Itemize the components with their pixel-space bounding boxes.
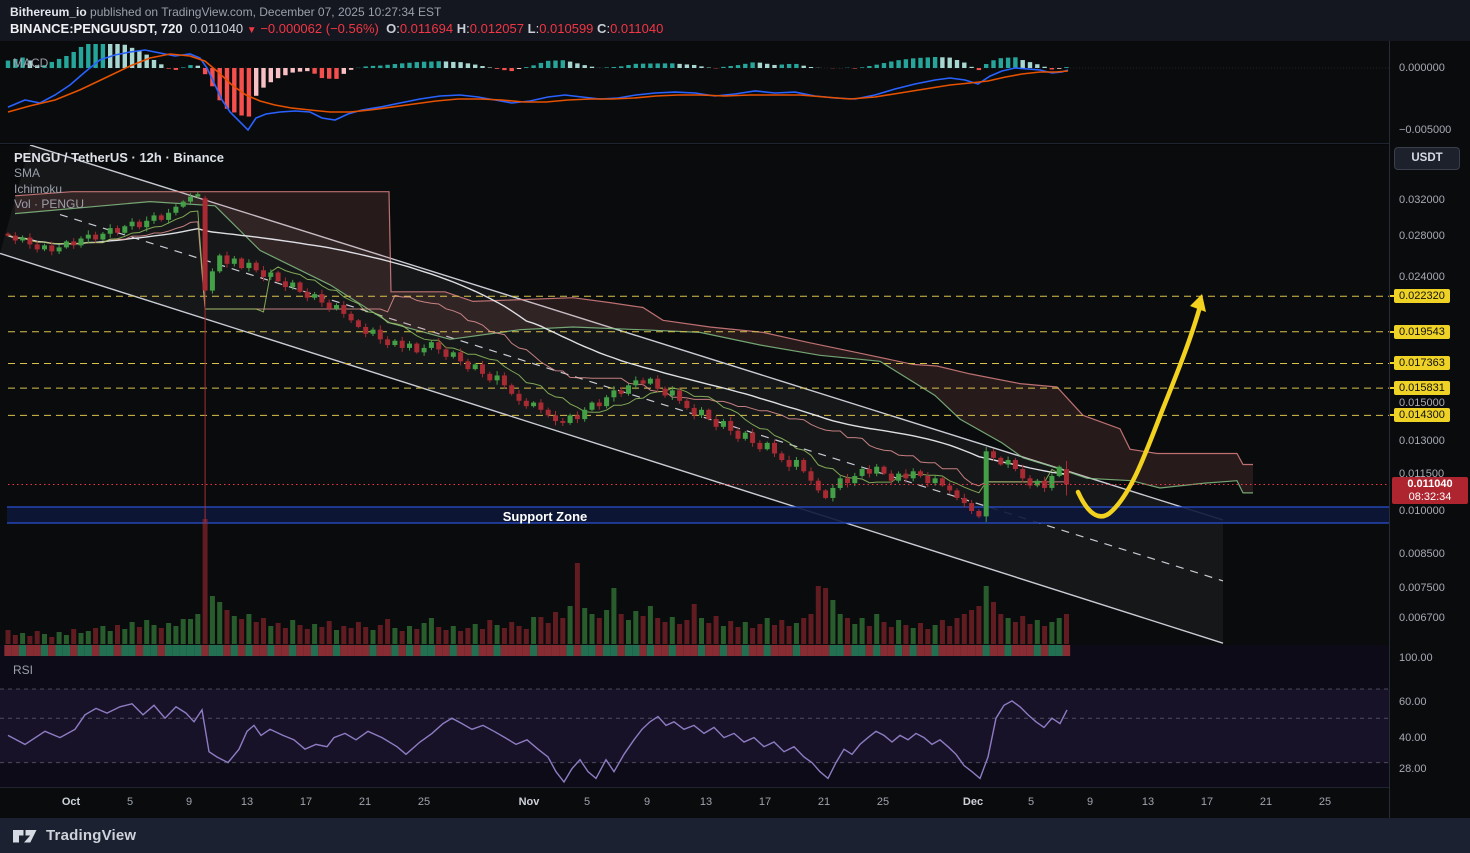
time-axis[interactable]: Oct 5 9 13 17 21 25 Nov 5 9 13 17 21 25 Dec 5 9 13 17 21 25 [0,787,1470,818]
legend-ichimoku[interactable]: Ichimoku [14,181,63,196]
rsi-scale-label: 100.00 [1399,652,1433,664]
time-axis-label: 13 [699,796,713,808]
yellow-level-tick [1390,295,1395,298]
currency-toggle-button[interactable]: USDT [1394,147,1460,170]
price-scale-label: 0.013000 [1399,434,1445,447]
close-label: C [597,21,607,36]
current-price-value: 0.011040 [1407,478,1453,491]
time-axis-month-label: Dec [962,796,984,808]
time-axis-label: 5 [126,796,134,808]
macd-scale-label: −0.005000 [1399,124,1452,136]
open-label: O [386,21,397,36]
yellow-level-tick [1390,387,1395,390]
bar-countdown: 08:32:34 [1408,491,1452,504]
last-price: 0.011040 [189,21,244,36]
time-axis-month-label: Nov [518,796,540,808]
price-scale-label: 0.011500 [1399,467,1445,480]
rsi-legend[interactable]: RSI [13,663,34,677]
time-axis-label: 9 [643,796,651,808]
price-scale-label: 0.032000 [1399,193,1445,206]
legend-sma[interactable]: SMA [14,166,41,180]
current-price-label: 0.011040 08:32:34 [1392,477,1468,505]
symbol-ohlc-row: BINANCE:PENGUUSDT, 720 0.011040 ▼ −0.000… [10,21,664,36]
price-scale-label: 0.007500 [1399,581,1445,594]
rsi-scale-label: 40.00 [1399,731,1427,744]
publish-text: published on TradingView.com, December 0… [86,5,442,19]
time-axis-label: 17 [1200,796,1214,808]
rsi-scale-label: 28.00 [1399,762,1427,775]
price-scale-label: 0.028000 [1399,229,1445,242]
price-scale[interactable]: USDT 0.011040 08:32:34 0.000000 −0.005000… [1389,41,1470,818]
down-triangle-icon: ▼ [246,25,257,36]
macd-legend[interactable]: MACD [13,56,49,70]
legend-symbol-title[interactable]: PENGU / TetherUS · 12h · Binance [14,150,224,165]
time-axis-label: 25 [876,796,890,808]
time-axis-label: 17 [758,796,772,808]
symbol-name[interactable]: BINANCE:PENGUUSDT, 720 [10,21,183,36]
high-value: 0.012057 [469,21,524,36]
price-scale-label: 0.006700 [1399,612,1445,625]
time-axis-label: 25 [1318,796,1332,808]
price-change: −0.000062 (−0.56%) [260,21,379,36]
price-scale-label: 0.008500 [1399,548,1445,561]
price-scale-label: 0.010000 [1399,505,1445,517]
legend-volume[interactable]: Vol · PENGU [14,197,85,211]
time-axis-label: 21 [1259,796,1273,808]
rsi-scale-label: 60.00 [1399,696,1427,709]
time-axis-label: 13 [1141,796,1155,808]
yellow-level-tick [1390,414,1395,417]
time-axis-label: 25 [417,796,431,808]
yellow-level-label: 0.022320 [1394,289,1450,304]
tradingview-logo-icon[interactable] [12,827,38,845]
yellow-level-tick [1390,330,1395,333]
price-scale-label: 0.015000 [1399,396,1445,409]
footer-bar: TradingView [0,818,1470,853]
close-value: 0.011040 [610,21,664,36]
macd-scale-label: 0.000000 [1399,62,1445,74]
low-value: 0.010599 [539,21,594,36]
low-label: L [527,21,536,36]
time-axis-label: 13 [240,796,254,808]
yellow-level-label: 0.017363 [1394,356,1450,371]
high-label: H [456,21,467,36]
time-axis-label: 21 [817,796,831,808]
open-value: 0.011694 [399,21,454,36]
time-axis-label: 5 [1027,796,1035,808]
yellow-level-label: 0.015831 [1394,381,1450,396]
time-axis-label: 21 [358,796,372,808]
yellow-level-label: 0.019543 [1394,324,1450,339]
publish-line: Bithereum_io published on TradingView.co… [10,4,1470,20]
username-link[interactable]: Bithereum_io [10,5,87,19]
time-axis-label: 5 [583,796,591,808]
yellow-level-label: 0.014300 [1394,408,1450,423]
top-info-bar: Bithereum_io published on TradingView.co… [0,0,1470,41]
tradingview-brand[interactable]: TradingView [46,827,137,844]
time-axis-month-label: Oct [61,796,81,808]
main-chart-legend: PENGU / TetherUS · 12h · Binance SMA Ich… [14,149,224,213]
time-axis-label: 17 [299,796,313,808]
support-zone-label: Support Zone [502,509,588,524]
time-axis-label: 9 [185,796,193,808]
price-scale-label: 0.024000 [1399,270,1445,283]
time-axis-label: 9 [1086,796,1094,808]
yellow-level-tick [1390,362,1395,365]
